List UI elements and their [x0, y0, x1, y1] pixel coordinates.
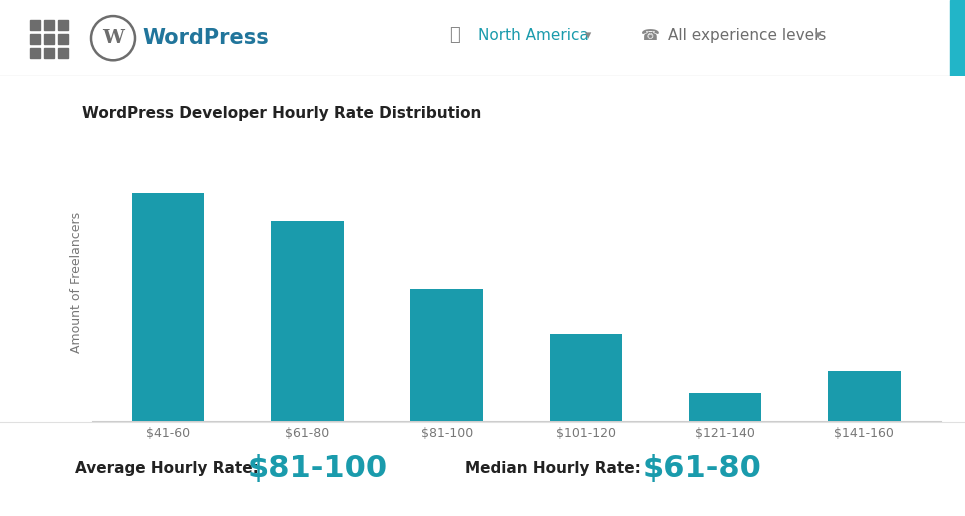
Bar: [58, 20, 68, 30]
Bar: [132, 194, 205, 421]
Bar: [828, 370, 900, 421]
Circle shape: [91, 16, 135, 60]
Bar: [58, 34, 68, 44]
Bar: [30, 48, 40, 58]
Text: ▾: ▾: [814, 29, 821, 42]
Bar: [30, 20, 40, 30]
Text: ⌖: ⌖: [450, 26, 460, 44]
Bar: [689, 393, 761, 421]
Text: WordPress Developer Hourly Rate Distribution: WordPress Developer Hourly Rate Distribu…: [82, 106, 482, 121]
Bar: [30, 34, 40, 44]
Text: ☎: ☎: [641, 28, 659, 43]
Text: $81-100: $81-100: [248, 454, 388, 483]
Y-axis label: Amount of Freelancers: Amount of Freelancers: [70, 212, 83, 352]
Text: W: W: [102, 29, 124, 47]
Bar: [410, 289, 482, 421]
Bar: [44, 34, 54, 44]
Bar: [950, 0, 965, 76]
Text: North America: North America: [478, 28, 589, 43]
Text: Median Hourly Rate:: Median Hourly Rate:: [465, 461, 641, 476]
Bar: [271, 221, 344, 421]
Text: $61-80: $61-80: [643, 454, 762, 483]
Text: Average Hourly Rate:: Average Hourly Rate:: [75, 461, 259, 476]
Text: ▾: ▾: [585, 29, 592, 42]
Bar: [58, 48, 68, 58]
Bar: [44, 20, 54, 30]
Bar: [550, 334, 622, 421]
Bar: [44, 48, 54, 58]
Text: WordPress: WordPress: [142, 28, 268, 48]
Text: All experience levels: All experience levels: [668, 28, 826, 43]
